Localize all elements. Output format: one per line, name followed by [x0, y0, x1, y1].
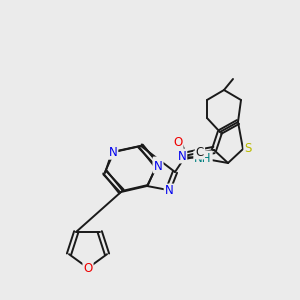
Text: O: O	[173, 136, 183, 148]
Text: O: O	[83, 262, 93, 275]
Text: NH: NH	[194, 152, 212, 164]
Text: C: C	[196, 146, 204, 158]
Text: S: S	[244, 142, 252, 155]
Text: N: N	[109, 146, 117, 158]
Text: N: N	[154, 160, 162, 172]
Text: N: N	[165, 184, 173, 197]
Text: N: N	[178, 149, 186, 163]
Text: N: N	[106, 146, 116, 158]
Text: N: N	[154, 158, 162, 170]
